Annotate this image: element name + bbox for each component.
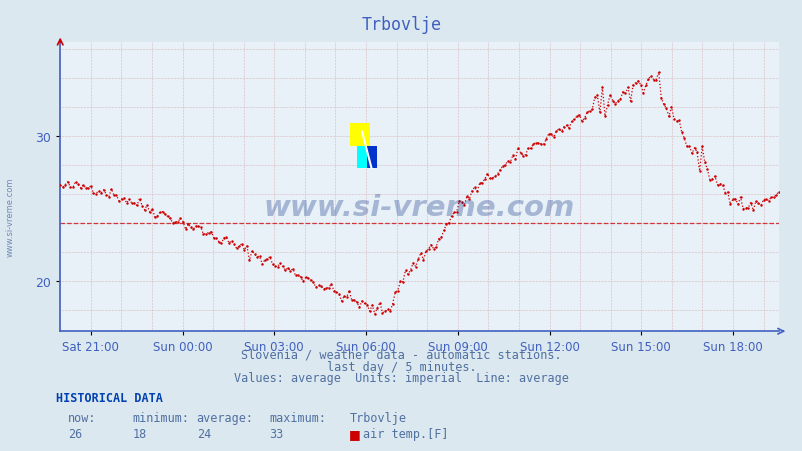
Text: www.si-vreme.com: www.si-vreme.com (6, 177, 15, 256)
Text: Values: average  Units: imperial  Line: average: Values: average Units: imperial Line: av… (233, 372, 569, 384)
Text: Trbovlje: Trbovlje (361, 16, 441, 34)
Text: 24: 24 (196, 428, 211, 440)
Text: air temp.[F]: air temp.[F] (363, 428, 448, 440)
Text: HISTORICAL DATA: HISTORICAL DATA (56, 391, 163, 404)
Text: Trbovlje: Trbovlje (349, 411, 406, 423)
Text: minimum:: minimum: (132, 411, 189, 423)
Text: average:: average: (196, 411, 253, 423)
Text: maximum:: maximum: (269, 411, 326, 423)
Text: www.si-vreme.com: www.si-vreme.com (264, 193, 574, 221)
Text: ■: ■ (349, 428, 361, 440)
Bar (367, 147, 377, 168)
Text: 26: 26 (68, 428, 83, 440)
Text: now:: now: (68, 411, 96, 423)
Bar (350, 124, 370, 147)
Text: Slovenia / weather data - automatic stations.: Slovenia / weather data - automatic stat… (241, 348, 561, 360)
Text: last day / 5 minutes.: last day / 5 minutes. (326, 360, 476, 373)
Bar (357, 147, 367, 168)
Text: 18: 18 (132, 428, 147, 440)
Text: 33: 33 (269, 428, 283, 440)
